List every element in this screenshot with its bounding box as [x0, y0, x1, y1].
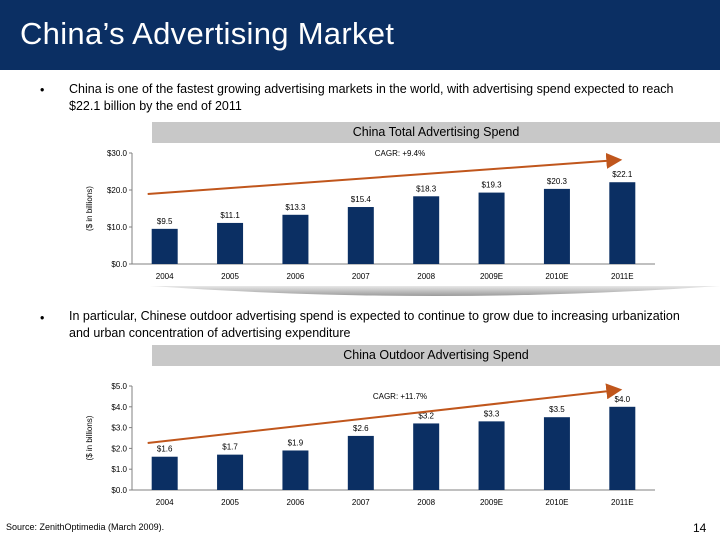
chart1-category-label: 2011E [611, 272, 634, 281]
chart2-bar [217, 454, 244, 490]
chart2-category-label: 2011E [611, 498, 634, 507]
page-number: 14 [693, 521, 707, 535]
chart1-bar [151, 228, 178, 264]
page-title: China’s Advertising Market [20, 16, 395, 51]
chart1-value-label: $15.4 [351, 195, 372, 204]
bullet-marker-2: • [40, 311, 45, 325]
chart2-y-tick-label: $4.0 [111, 403, 127, 412]
bullet-text-2: In particular, Chinese outdoor advertisi… [69, 309, 680, 340]
chart2-cagr-annotation: CAGR: +11.7% [373, 392, 427, 401]
title-bar: China’s Advertising Market [0, 0, 720, 70]
chart-1-title: China Total Advertising Spend [352, 125, 520, 139]
chart1-category-label: 2008 [417, 272, 435, 281]
chart2-bar [151, 456, 178, 490]
chart1-value-label: $19.3 [482, 181, 503, 190]
chart1-bar [609, 182, 636, 264]
chart1-y-tick-label: $30.0 [107, 149, 128, 158]
chart1-category-label: 2004 [156, 272, 174, 281]
bullet-text-1: China is one of the fastest growing adve… [69, 82, 674, 113]
chart2-bar [282, 450, 309, 490]
chart1-value-label: $22.1 [612, 170, 633, 179]
chart2-category-label: 2006 [287, 498, 305, 507]
chart2-bar [413, 423, 440, 490]
chart2-y-tick-label: $2.0 [111, 444, 127, 453]
chart2-bar [347, 435, 374, 490]
chart1-bar [478, 192, 505, 264]
chart1-bar [543, 188, 570, 264]
chart2-category-label: 2005 [221, 498, 239, 507]
chart2-bar [543, 417, 570, 490]
chart2-trend-arrow [147, 383, 623, 444]
chart1-value-label: $18.3 [416, 184, 437, 193]
chart1-bar [347, 207, 374, 264]
chart1-bar [282, 214, 309, 264]
chart1-bar [413, 196, 440, 264]
outdoor-ad-spend-chart: $0.0 $1.0 $2.0 $3.0 $4.0 $5.0 ($ in billions) $… [85, 382, 655, 507]
chart1-category-label: 2010E [545, 272, 568, 281]
source-note: Source: ZenithOptimedia (March 2009). [6, 522, 165, 532]
chart1-y-tick-label: $20.0 [107, 186, 128, 195]
chart2-category-label: 2009E [480, 498, 503, 507]
chart1-value-label: $11.1 [220, 211, 240, 220]
chart1-category-label: 2009E [480, 272, 503, 281]
chart1-value-label: $20.3 [547, 177, 568, 186]
chart-2-title-band: China Outdoor Advertising Spend [152, 345, 720, 366]
chart2-y-axis-title: ($ in billions) [85, 415, 94, 460]
chart-2-title: China Outdoor Advertising Spend [343, 348, 529, 362]
section-divider-swoosh [150, 286, 720, 296]
chart2-value-label: $2.6 [353, 424, 369, 433]
chart1-bar [217, 222, 244, 264]
chart2-category-label: 2010E [545, 498, 568, 507]
chart2-y-tick-label: $1.0 [111, 465, 127, 474]
chart1-value-label: $13.3 [285, 203, 306, 212]
chart1-category-label: 2006 [287, 272, 305, 281]
chart2-y-tick-label: $3.0 [111, 424, 127, 433]
chart1-category-label: 2007 [352, 272, 370, 281]
chart2-value-label: $1.7 [222, 443, 238, 452]
chart2-value-label: $3.2 [418, 411, 434, 420]
chart2-bar [478, 421, 505, 490]
chart1-y-tick-label: $0.0 [111, 260, 127, 269]
bullet-marker-1: • [40, 83, 45, 97]
chart2-bar [609, 406, 636, 490]
total-ad-spend-chart: $0.0 $10.0 $20.0 $30.0 ($ in billions) $9.5 20… [85, 149, 655, 281]
chart2-value-label: $4.0 [615, 395, 631, 404]
chart1-y-tick-label: $10.0 [107, 223, 128, 232]
chart2-value-label: $3.3 [484, 409, 500, 418]
chart-1-title-band: China Total Advertising Spend [152, 122, 720, 143]
chart1-value-label: $9.5 [157, 217, 173, 226]
chart2-value-label: $1.9 [288, 438, 304, 447]
chart2-category-label: 2008 [417, 498, 435, 507]
chart2-value-label: $1.6 [157, 445, 173, 454]
chart2-y-tick-label: $5.0 [111, 382, 127, 391]
chart2-category-label: 2004 [156, 498, 174, 507]
chart1-trend-arrow [147, 152, 623, 195]
chart1-category-label: 2005 [221, 272, 239, 281]
chart1-cagr-annotation: CAGR: +9.4% [375, 149, 425, 158]
chart2-y-tick-label: $0.0 [111, 486, 127, 495]
chart1-y-axis-title: ($ in billions) [85, 186, 94, 231]
chart2-category-label: 2007 [352, 498, 370, 507]
chart2-value-label: $3.5 [549, 405, 565, 414]
